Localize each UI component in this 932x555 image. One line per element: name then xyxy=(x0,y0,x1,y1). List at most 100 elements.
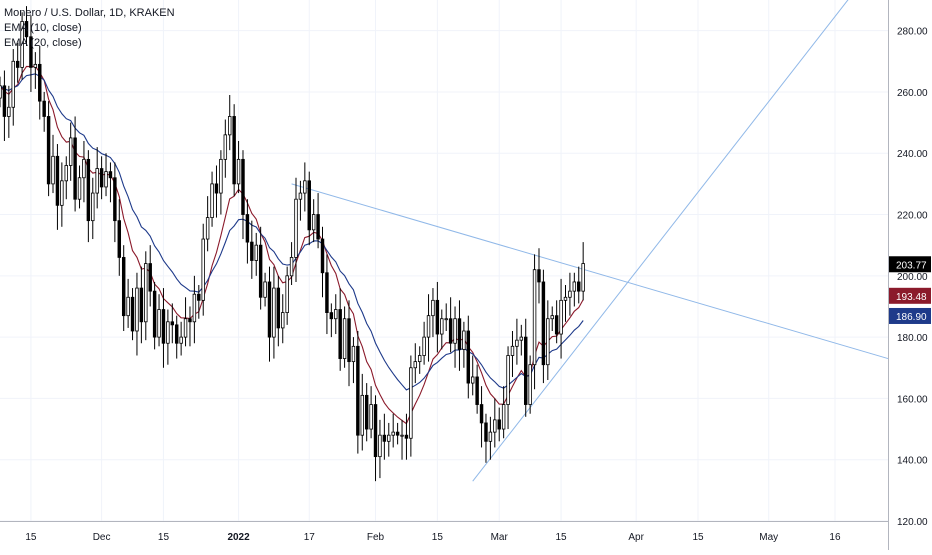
candle xyxy=(24,6,29,46)
candle-body xyxy=(515,339,519,347)
candle xyxy=(73,116,77,212)
candle xyxy=(258,226,263,310)
candle-body xyxy=(241,158,245,215)
candle xyxy=(519,324,524,356)
candle-body xyxy=(64,165,68,182)
candle xyxy=(126,278,130,328)
price-tag-text: 203.77 xyxy=(896,260,927,271)
candle xyxy=(413,343,418,384)
candle-body xyxy=(139,287,144,323)
candle-body xyxy=(7,106,11,117)
candle xyxy=(400,419,404,460)
candle-body xyxy=(130,296,135,332)
candle xyxy=(201,223,205,316)
candle-body xyxy=(219,158,223,194)
candle-body xyxy=(258,244,263,298)
candle xyxy=(20,12,24,80)
candle-body xyxy=(210,183,214,218)
candle xyxy=(448,297,453,353)
candle-body xyxy=(289,257,294,277)
candle-body xyxy=(577,281,581,292)
candle-body xyxy=(126,296,130,317)
candle-body xyxy=(254,244,258,261)
candle xyxy=(7,85,11,138)
candle-body xyxy=(11,60,15,108)
candle xyxy=(462,321,466,368)
y-tick-label: 220.00 xyxy=(897,211,928,222)
candle xyxy=(68,122,73,181)
y-tick-label: 160.00 xyxy=(897,394,928,405)
candle xyxy=(298,180,303,221)
candle xyxy=(532,254,537,390)
y-tick-label: 120.00 xyxy=(897,517,928,528)
candle-body xyxy=(524,336,528,405)
candle-body xyxy=(20,21,24,68)
legend-ema-10: EMA (10, close) xyxy=(4,22,82,34)
candle xyxy=(0,76,2,108)
candle-body xyxy=(568,290,572,298)
candle-body xyxy=(285,275,289,313)
candle xyxy=(108,162,113,203)
candle-body xyxy=(113,177,117,222)
candle xyxy=(205,196,210,252)
candle-body xyxy=(395,431,400,436)
candle xyxy=(91,177,95,240)
candle-body xyxy=(236,158,241,185)
candle xyxy=(192,275,197,344)
candle-body xyxy=(541,281,546,366)
candle xyxy=(38,45,42,120)
candle xyxy=(82,140,86,203)
candle-body xyxy=(400,434,404,437)
candle-body xyxy=(501,404,506,430)
candle xyxy=(378,419,382,479)
x-tick-label: 15 xyxy=(158,532,170,543)
candle xyxy=(161,288,166,368)
candle xyxy=(391,413,395,448)
candle-body xyxy=(73,137,77,200)
candle xyxy=(294,177,298,282)
candle xyxy=(316,193,320,249)
candle-body xyxy=(272,287,276,338)
candle xyxy=(506,346,510,430)
candle-body xyxy=(559,299,563,335)
x-tick-label: Apr xyxy=(628,532,644,543)
candle-body xyxy=(29,36,33,68)
candle-body xyxy=(77,177,82,200)
candle xyxy=(382,413,387,460)
candle xyxy=(210,171,214,227)
candle xyxy=(435,281,440,353)
candle xyxy=(276,275,281,347)
candle-body xyxy=(205,217,210,240)
candle-body xyxy=(404,434,409,439)
candle-body xyxy=(60,180,64,206)
candle xyxy=(281,294,285,344)
candle-body xyxy=(329,312,334,320)
candle-body xyxy=(528,364,532,405)
candle-body xyxy=(99,168,104,188)
candle xyxy=(342,306,347,368)
candle-body xyxy=(24,21,29,38)
trendline xyxy=(291,183,889,360)
candle xyxy=(152,281,157,350)
candle-body xyxy=(462,330,466,350)
candle-body xyxy=(475,376,479,405)
candle-body xyxy=(68,137,73,166)
candle-body xyxy=(250,241,254,261)
candle xyxy=(475,364,479,414)
candle xyxy=(581,242,585,301)
candle xyxy=(440,309,444,350)
candle xyxy=(174,315,179,359)
candle xyxy=(488,416,493,460)
candle-body xyxy=(563,296,568,301)
candle xyxy=(254,232,258,276)
candle xyxy=(33,52,38,89)
candle xyxy=(117,199,122,276)
candle-body xyxy=(298,192,303,200)
candle xyxy=(267,266,272,362)
candle-body xyxy=(546,318,550,366)
candle xyxy=(183,297,188,347)
candle xyxy=(479,386,484,448)
candle-body xyxy=(444,318,448,321)
candle-body xyxy=(179,336,183,344)
candle-body xyxy=(303,180,307,194)
